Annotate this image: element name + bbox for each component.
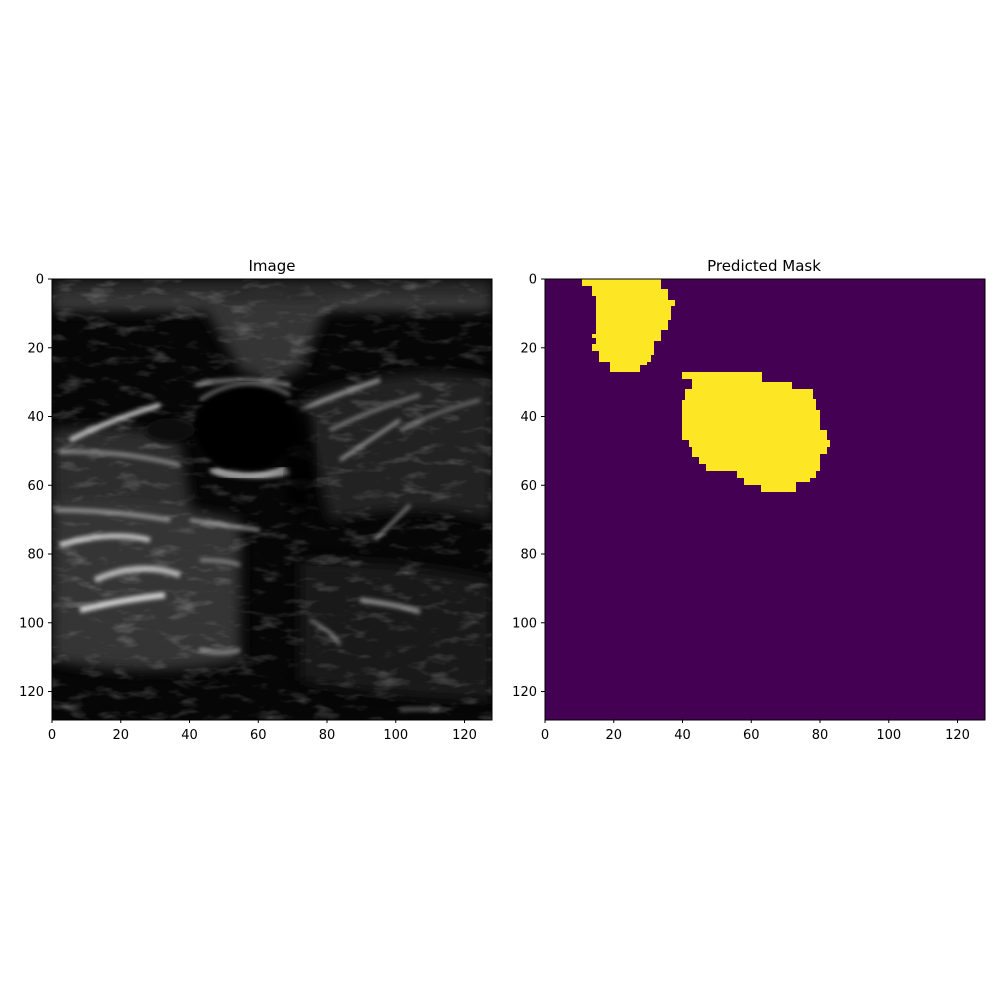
x-tick-label: 40 [674, 728, 691, 743]
x-tick-label: 0 [48, 728, 56, 743]
mask-panel: Predicted Mask 0 20 40 60 80 100 120 0 20 40 60 80… [512, 257, 986, 743]
x-tick-label: 20 [112, 728, 129, 743]
image-panel: Image [19, 257, 493, 743]
y-tick-label: 120 [19, 685, 44, 700]
y-tick-label: 20 [27, 341, 44, 356]
x-tick-label: 20 [605, 728, 622, 743]
y-tick-label: 100 [19, 616, 44, 631]
y-tick-label: 0 [36, 273, 44, 288]
y-tick-label: 60 [520, 479, 537, 494]
y-tick-label: 40 [520, 410, 537, 425]
x-tick-label: 60 [743, 728, 760, 743]
x-tick-label: 0 [541, 728, 549, 743]
mask-region-upper [582, 279, 675, 372]
image-x-ticks: 0 20 40 60 80 100 120 [48, 719, 477, 743]
y-tick-label: 100 [512, 616, 537, 631]
y-tick-label: 0 [529, 273, 537, 288]
x-tick-label: 80 [812, 728, 829, 743]
mask-y-ticks: 0 20 40 60 80 100 120 [512, 273, 545, 700]
y-tick-label: 40 [27, 410, 44, 425]
x-tick-label: 120 [452, 728, 477, 743]
x-tick-label: 120 [945, 728, 970, 743]
image-y-ticks: 0 20 40 60 80 100 120 [19, 273, 52, 700]
y-tick-label: 120 [512, 685, 537, 700]
panel-title-mask: Predicted Mask [707, 257, 821, 275]
y-tick-label: 80 [520, 548, 537, 563]
mask-axes-frame [544, 278, 986, 721]
panel-title-image: Image [249, 257, 296, 275]
y-tick-label: 80 [27, 548, 44, 563]
mask-image [545, 279, 985, 720]
x-tick-label: 60 [250, 728, 267, 743]
x-tick-label: 80 [319, 728, 336, 743]
x-tick-label: 100 [876, 728, 901, 743]
x-tick-label: 100 [383, 728, 408, 743]
y-tick-label: 20 [520, 341, 537, 356]
image-axes-frame [51, 278, 493, 721]
y-tick-label: 60 [27, 479, 44, 494]
mask-x-ticks: 0 20 40 60 80 100 120 [541, 719, 970, 743]
mask-region-central [682, 372, 830, 492]
ultrasound-image [52, 279, 492, 720]
x-tick-label: 40 [181, 728, 198, 743]
